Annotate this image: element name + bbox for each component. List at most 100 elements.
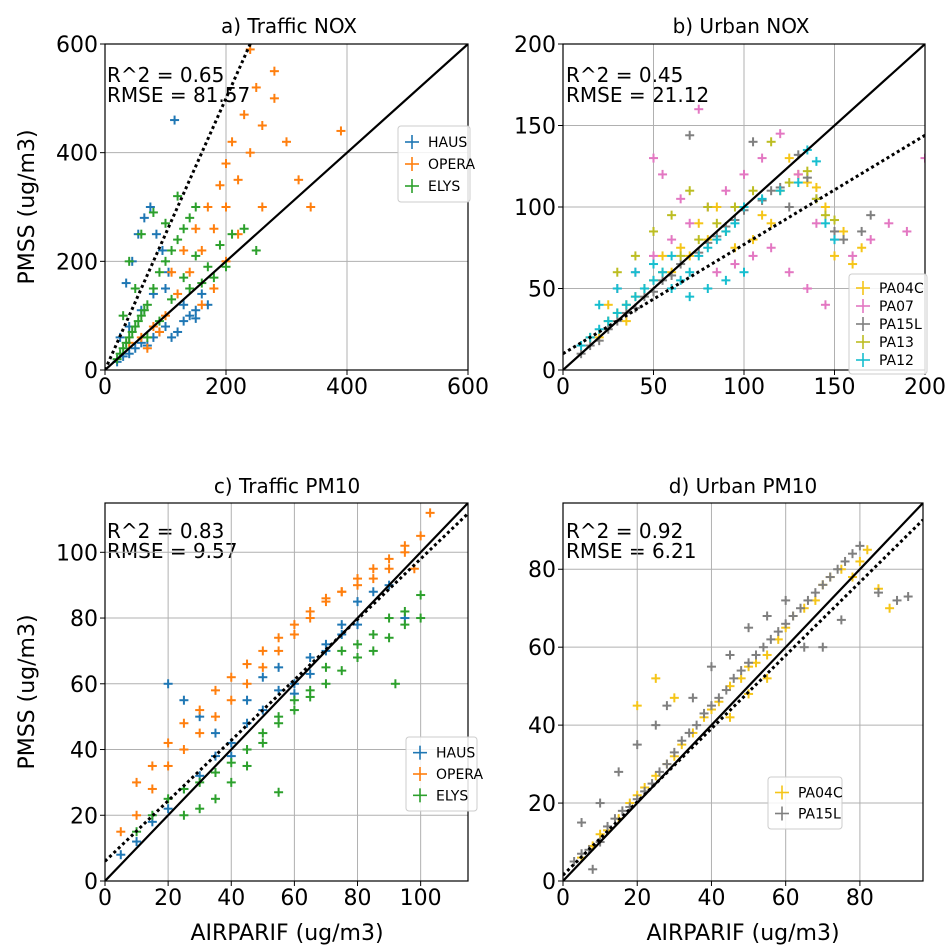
data-point-pa15l (836, 615, 846, 625)
reference-lines (563, 503, 923, 881)
data-point-pa04c (848, 259, 858, 269)
data-point-elys (242, 761, 252, 771)
y-tick-label: 0 (542, 359, 556, 384)
data-point-pa12 (685, 292, 695, 302)
x-tick-label: 80 (344, 886, 372, 911)
legend-box (397, 125, 471, 203)
legend-label: OPERA (436, 767, 483, 783)
data-point-pa15l (595, 798, 605, 808)
data-point-opera (282, 137, 291, 147)
data-point-pa12 (703, 243, 713, 253)
data-point-pa15l (577, 818, 587, 828)
data-point-haus (305, 652, 315, 662)
x-tick-label: 80 (846, 886, 874, 911)
data-point-elys (121, 338, 131, 348)
data-point-pa12 (649, 275, 658, 285)
data-point-pa15l (803, 595, 813, 605)
data-point-opera (269, 93, 279, 103)
data-point-pa04c (885, 603, 895, 613)
x-tick-label: 150 (814, 375, 856, 400)
data-point-pa07 (667, 235, 677, 245)
data-point-haus (132, 837, 142, 847)
x-tick-label: 0 (98, 886, 112, 911)
fit-line (563, 133, 925, 355)
data-point-elys (368, 629, 378, 639)
x-tick-label: 40 (217, 886, 245, 911)
data-point-pa07 (802, 284, 812, 293)
data-point-pa12 (757, 194, 767, 204)
data-point-pa04c (694, 218, 704, 228)
data-point-pa15l (751, 650, 761, 660)
data-point-pa13 (667, 210, 677, 220)
y-tick-label: 150 (514, 115, 556, 140)
data-point-opera (197, 300, 207, 310)
data-point-opera (163, 761, 173, 771)
data-point-elys (124, 332, 134, 342)
data-point-opera (195, 705, 205, 715)
data-point-haus (163, 679, 173, 689)
legend-label: PA15L (798, 807, 841, 823)
reference-lines (105, 44, 468, 370)
data-point-haus (353, 620, 363, 630)
data-point-opera (221, 202, 231, 212)
x-tick-label: 50 (640, 375, 668, 400)
x-tick-label: 200 (904, 375, 946, 400)
legend-box (848, 273, 928, 375)
data-point-elys (321, 679, 331, 689)
x-axis-label: AIRPARIF (ug/m3) (190, 921, 383, 946)
legend-label: PA15L (879, 317, 922, 333)
data-point-opera (191, 224, 201, 234)
data-point-haus (191, 305, 201, 315)
r2-annotation: R^2 = 0.83 (107, 519, 224, 543)
data-point-elys (203, 262, 213, 272)
data-point-pa04c (762, 650, 772, 660)
data-point-elys (239, 224, 249, 234)
data-point-elys (337, 646, 347, 656)
data-point-haus (161, 284, 170, 293)
data-point-pa15l (857, 226, 867, 236)
data-point-pa15l (725, 650, 735, 660)
data-point-elys (139, 305, 149, 315)
data-point-haus (130, 343, 140, 353)
legend-label: PA04C (879, 281, 924, 297)
data-point-elys (136, 229, 146, 239)
data-point-pa12 (612, 284, 622, 293)
data-point-opera (337, 587, 347, 597)
data-point-opera (239, 110, 249, 120)
data-point-pa07 (676, 194, 686, 204)
data-point-haus (116, 850, 126, 860)
plot-frame (104, 43, 469, 371)
y-tick-label: 100 (56, 541, 98, 566)
panel-title: c) Traffic PM10 (214, 474, 360, 498)
y-tick-label: 200 (56, 250, 98, 275)
data-point-elys (305, 692, 315, 702)
data-point-pa07 (920, 153, 925, 163)
legend-label: HAUS (436, 746, 475, 762)
data-point-pa04c (676, 243, 686, 253)
data-point-elys (226, 777, 236, 787)
r2-annotation: R^2 = 0.45 (566, 63, 683, 87)
x-tick-label: 0 (98, 375, 112, 400)
data-point-opera (116, 827, 126, 837)
data-point-pa04c (651, 673, 661, 683)
rmse-annotation: RMSE = 9.57 (107, 539, 238, 563)
rmse-annotation: RMSE = 6.21 (566, 539, 697, 563)
data-point-pa07 (848, 251, 858, 261)
data-point-pa15l (758, 642, 768, 652)
data-point-elys (195, 804, 205, 814)
data-point-pa15l (762, 611, 772, 621)
data-point-pa07 (685, 218, 695, 228)
legend-box (405, 736, 478, 812)
data-point-pa07 (884, 218, 894, 228)
data-point-pa12 (621, 300, 631, 310)
data-point-haus (157, 245, 167, 255)
data-point-pa07 (730, 259, 740, 269)
data-point-elys (185, 213, 195, 223)
data-point-pa15l (839, 235, 849, 245)
data-point-haus (337, 620, 347, 630)
data-point-elys (173, 191, 183, 201)
y-tick-label: 0 (84, 870, 98, 895)
data-point-pa15l (744, 623, 754, 633)
data-point-pa15l (669, 747, 679, 757)
